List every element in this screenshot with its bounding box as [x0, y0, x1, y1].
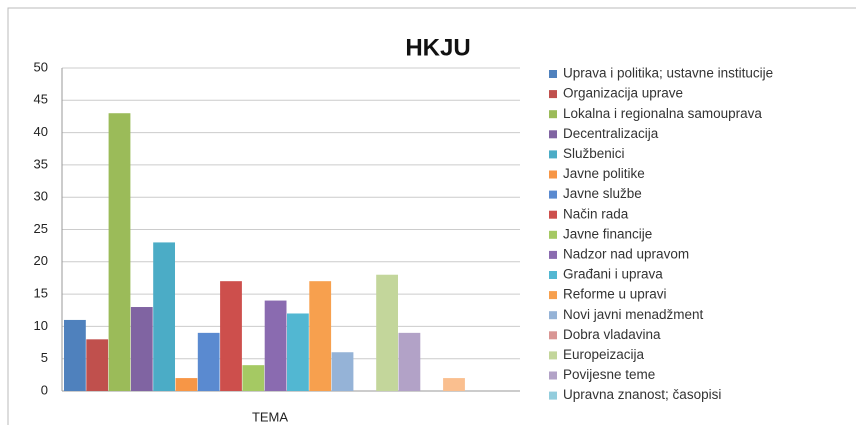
- legend-swatch: [549, 150, 557, 159]
- legend-label: Lokalna i regionalna samouprava: [563, 106, 762, 121]
- legend-swatch: [549, 331, 557, 340]
- legend-label: Javne službe: [563, 186, 642, 201]
- legend-label: Decentralizacija: [563, 126, 659, 141]
- bar: [287, 313, 309, 391]
- y-tick-label: 5: [41, 350, 48, 365]
- y-tick-label: 50: [34, 59, 48, 74]
- bar: [443, 378, 465, 391]
- legend-label: Nadzor nad upravom: [563, 246, 689, 261]
- bar: [220, 281, 242, 391]
- y-tick-label: 30: [34, 189, 48, 204]
- legend-swatch: [549, 170, 557, 179]
- legend-label: Javne politike: [563, 166, 645, 181]
- bar: [398, 332, 421, 391]
- legend-label: Novi javni menadžment: [563, 307, 704, 322]
- legend-label: Europeizacija: [563, 347, 645, 362]
- legend-swatch: [549, 70, 557, 78]
- legend-swatch: [549, 351, 557, 360]
- legend-label: Reforme u upravi: [563, 287, 667, 302]
- legend-swatch: [549, 371, 557, 380]
- bar: [86, 339, 109, 391]
- legend-swatch: [549, 311, 557, 320]
- x-axis-label: TEMA: [252, 409, 288, 424]
- legend-swatch: [549, 130, 557, 139]
- legend-swatch: [549, 110, 557, 119]
- legend-swatch: [549, 230, 557, 239]
- bar: [153, 242, 175, 391]
- legend-label: Službenici: [563, 146, 625, 161]
- y-tick-label: 40: [34, 124, 48, 139]
- y-tick-label: 20: [34, 253, 48, 268]
- bar: [376, 274, 398, 391]
- y-tick-label: 10: [34, 318, 48, 333]
- bar: [175, 378, 198, 391]
- legend-label: Uprava i politika; ustavne institucije: [563, 66, 773, 81]
- legend-swatch: [549, 391, 557, 400]
- legend-swatch: [549, 271, 557, 279]
- legend-label: Javne financije: [563, 226, 652, 241]
- bar: [64, 319, 86, 391]
- bar: [130, 307, 153, 391]
- bar: [309, 281, 332, 391]
- y-tick-label: 35: [34, 156, 48, 171]
- legend-label: Način rada: [563, 206, 629, 221]
- legend-swatch: [549, 291, 557, 300]
- legend-swatch: [549, 190, 557, 199]
- legend-label: Organizacija uprave: [563, 86, 683, 101]
- y-tick-label: 25: [34, 221, 48, 236]
- legend-label: Upravna znanost; časopisi: [563, 387, 721, 402]
- bar: [264, 300, 287, 391]
- legend-swatch: [549, 90, 557, 99]
- legend-label: Povijesne teme: [563, 367, 655, 382]
- legend-swatch: [549, 210, 557, 219]
- bar: [197, 332, 220, 391]
- legend-swatch: [549, 250, 557, 259]
- y-tick-label: 45: [34, 92, 48, 107]
- y-tick-label: 0: [41, 382, 48, 397]
- legend-label: Dobra vladavina: [563, 327, 661, 342]
- legend-label: Građani i uprava: [563, 267, 663, 282]
- bar: [108, 113, 131, 391]
- bar: [242, 365, 265, 391]
- y-tick-label: 15: [34, 286, 48, 301]
- chart-title: HKJU: [405, 34, 470, 61]
- bar: [331, 352, 354, 391]
